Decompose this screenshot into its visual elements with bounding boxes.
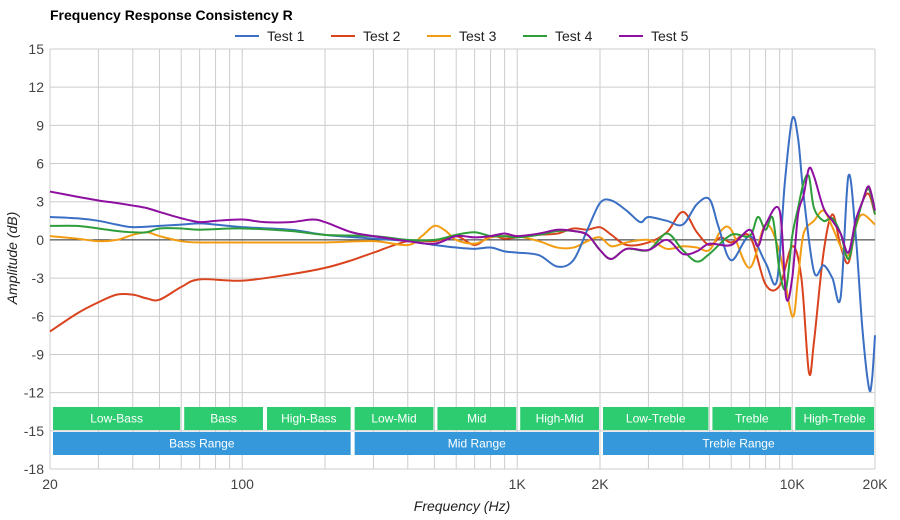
- x-tick-label: 20: [42, 476, 58, 492]
- sub-range-band-label: Bass: [210, 412, 237, 426]
- legend-label: Test 4: [555, 28, 593, 44]
- x-tick-label: 1K: [509, 476, 527, 492]
- sub-range-band-label: Low-Treble: [626, 412, 686, 426]
- sub-range-band-label: High-Treble: [803, 412, 866, 426]
- x-tick-label: 20K: [863, 476, 889, 492]
- y-tick-label: 6: [36, 156, 44, 172]
- sub-range-band: [712, 407, 792, 430]
- sub-range-band: [184, 407, 263, 430]
- chart-series: [49, 116, 876, 393]
- sub-range-band: [603, 407, 709, 430]
- y-axis-ticks: 15 12 9 6 3 0 -3 -6 -9 -12 -15 -18: [24, 41, 44, 477]
- x-tick-label: 10K: [780, 476, 806, 492]
- y-tick-label: 12: [28, 79, 44, 95]
- sub-range-band-label: Mid: [467, 412, 486, 426]
- y-tick-label: -9: [32, 346, 45, 362]
- chart-legend: Test 1 Test 2 Test 3 Test 4 Test 5: [235, 28, 689, 44]
- y-axis-label: Amplitude (dB): [4, 212, 20, 306]
- frequency-bands: Low-Bass Bass High-Bass Low-Mid Mid High-Mid L…: [53, 407, 874, 455]
- sub-range-band: [795, 407, 874, 430]
- sub-range-band: [437, 407, 517, 430]
- sub-range-band: [53, 407, 181, 430]
- sub-range-band: [520, 407, 599, 430]
- sub-range-band-label: High-Bass: [281, 412, 336, 426]
- y-tick-label: -3: [32, 270, 45, 286]
- x-tick-label: 100: [231, 476, 255, 492]
- chart-grid: [49, 48, 876, 470]
- y-tick-label: 15: [28, 41, 44, 57]
- sub-range-band: [266, 407, 351, 430]
- legend-label: Test 1: [267, 28, 305, 44]
- chart-title: Frequency Response Consistency R: [50, 7, 293, 23]
- x-tick-label: 2K: [591, 476, 609, 492]
- legend-label: Test 5: [651, 28, 689, 44]
- x-axis-label: Frequency (Hz): [414, 498, 510, 514]
- y-tick-label: -12: [24, 385, 44, 401]
- sub-range-band-label: Treble: [735, 412, 769, 426]
- y-tick-label: 0: [36, 232, 44, 248]
- legend-label: Test 3: [459, 28, 497, 44]
- range-band: [354, 432, 599, 455]
- sub-range-band-label: High-Mid: [536, 412, 584, 426]
- sub-range-band-label: Low-Bass: [90, 412, 143, 426]
- range-band-label: Bass Range: [169, 437, 235, 451]
- series-line-test-1: [49, 116, 876, 393]
- series-line-test-3: [49, 209, 876, 318]
- y-tick-label: -6: [32, 308, 45, 324]
- y-tick-label: 3: [36, 194, 44, 210]
- sub-range-band: [354, 407, 434, 430]
- series-line-test-5: [49, 166, 876, 302]
- series-line-test-2: [49, 192, 876, 376]
- y-tick-label: -15: [24, 423, 44, 439]
- y-tick-label: 9: [36, 117, 44, 133]
- range-band-label: Mid Range: [448, 437, 506, 451]
- range-band-label: Treble Range: [702, 437, 775, 451]
- sub-range-band-label: Low-Mid: [371, 412, 416, 426]
- range-band: [53, 432, 351, 455]
- y-tick-label: -18: [24, 461, 44, 477]
- range-band: [603, 432, 874, 455]
- legend-label: Test 2: [363, 28, 401, 44]
- x-axis-ticks: 20 100 1K 2K 10K 20K: [42, 476, 888, 492]
